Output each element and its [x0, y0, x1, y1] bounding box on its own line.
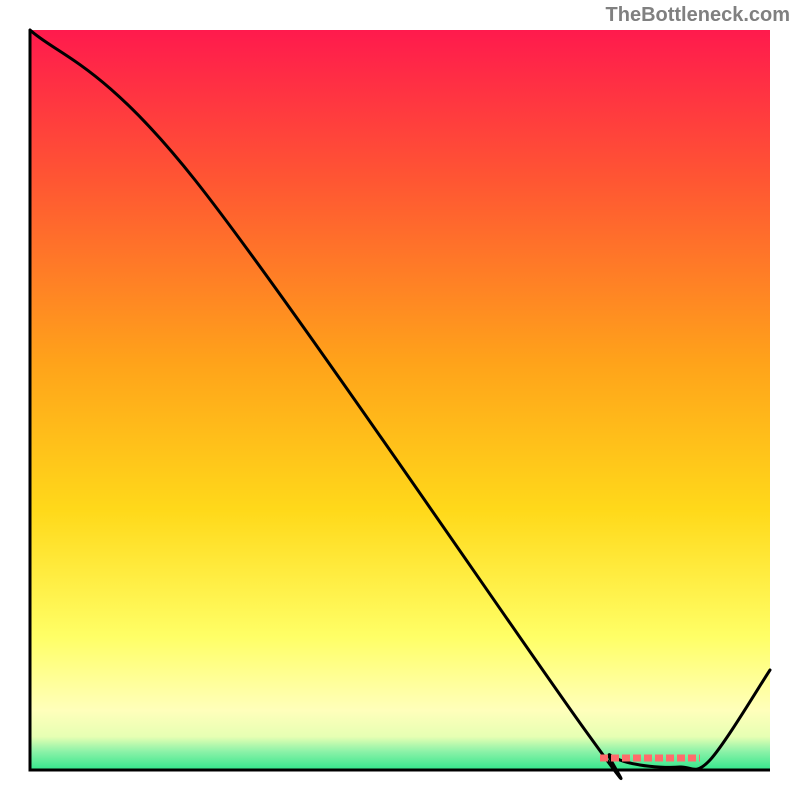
- chart-container: TheBottleneck.com: [0, 0, 800, 800]
- attribution-label: TheBottleneck.com: [606, 4, 790, 27]
- bottleneck-chart: [0, 0, 800, 800]
- gradient-background: [30, 30, 770, 770]
